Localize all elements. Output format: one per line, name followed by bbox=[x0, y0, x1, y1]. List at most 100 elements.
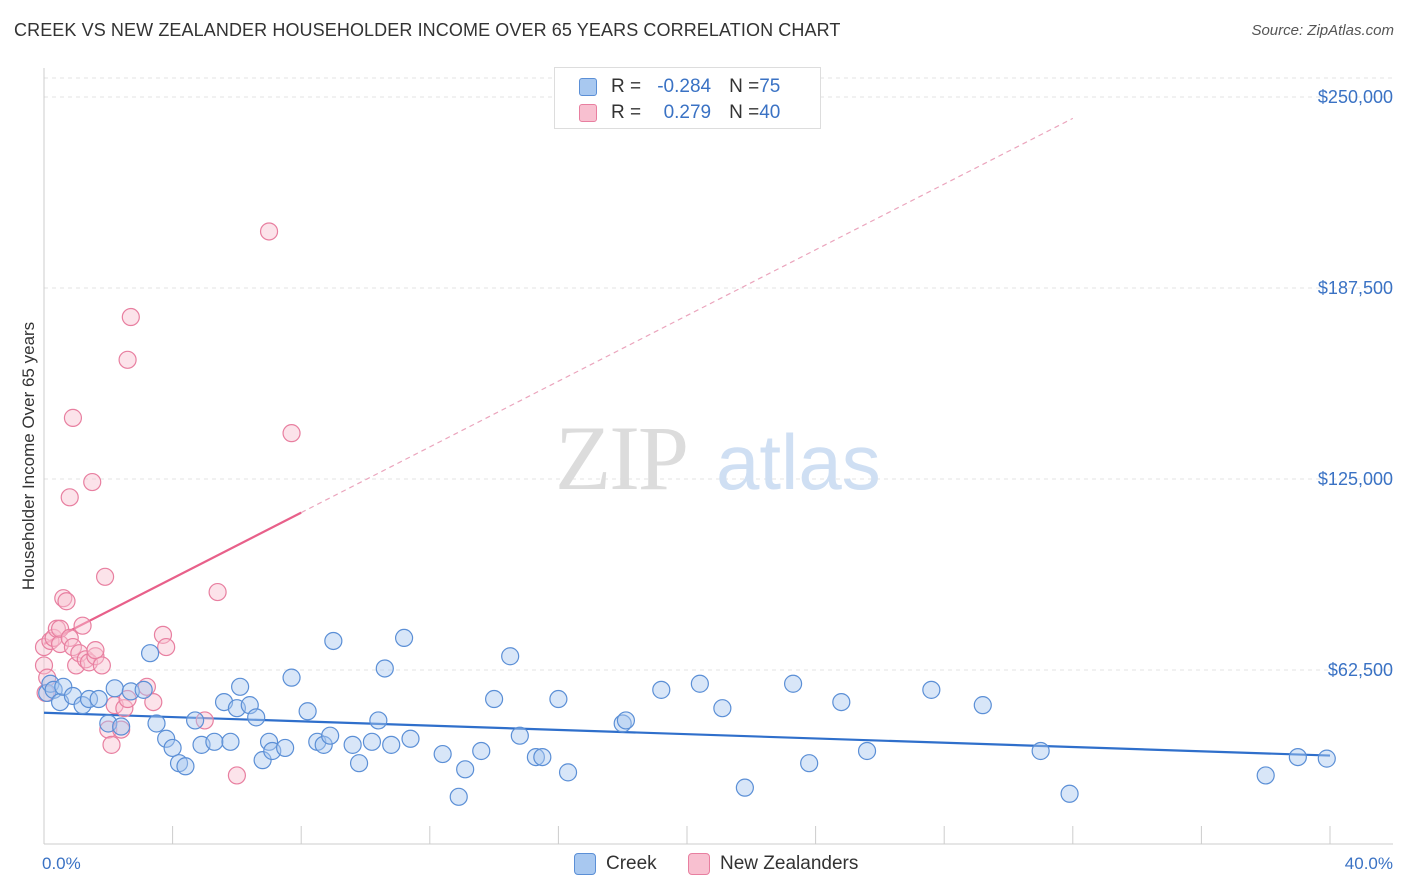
point-creek bbox=[1031, 741, 1050, 761]
point-creek bbox=[163, 738, 182, 758]
legend-r-value: 0.279 bbox=[663, 102, 712, 123]
point-creek bbox=[298, 702, 317, 721]
point-creek bbox=[1256, 766, 1275, 785]
point-creek bbox=[501, 647, 520, 666]
point-creek bbox=[205, 732, 224, 751]
point-creek bbox=[231, 677, 250, 696]
legend-swatch-creek bbox=[579, 78, 597, 96]
trend-line-new-zealanders-extension bbox=[300, 117, 1074, 514]
y-axis-label: Householder Income Over 65 years bbox=[19, 322, 38, 590]
point-creek bbox=[485, 689, 504, 709]
point-creek bbox=[472, 741, 491, 761]
watermark-atlas: atlas bbox=[716, 418, 881, 506]
point-creek bbox=[832, 692, 851, 712]
x-tick-label-min: 0.0% bbox=[42, 854, 81, 873]
point-new-zealanders bbox=[50, 619, 70, 638]
point-creek bbox=[401, 729, 420, 748]
watermark: ZIP atlas bbox=[555, 407, 881, 509]
point-creek bbox=[369, 711, 388, 730]
legend-row-creek: R = -0.284 N = 75 bbox=[579, 75, 780, 99]
point-new-zealanders bbox=[121, 307, 140, 327]
point-new-zealanders bbox=[73, 616, 92, 635]
point-new-zealanders bbox=[95, 567, 115, 586]
point-creek bbox=[394, 628, 414, 648]
point-new-zealanders bbox=[57, 592, 76, 611]
point-creek bbox=[324, 631, 343, 651]
correlation-legend: R = -0.284 N = 75 R = 0.279 N = 40 bbox=[554, 67, 821, 129]
gridlines bbox=[44, 77, 1393, 671]
point-creek bbox=[1317, 749, 1336, 768]
point-creek bbox=[89, 689, 108, 709]
point-new-zealanders bbox=[208, 582, 227, 602]
point-creek bbox=[343, 735, 362, 754]
point-creek bbox=[282, 668, 301, 687]
point-creek bbox=[349, 754, 369, 773]
point-creek bbox=[112, 717, 131, 736]
bottom-legend-new-zealanders: New Zealanders bbox=[688, 851, 858, 877]
legend-r-value: -0.284 bbox=[657, 76, 712, 97]
point-creek bbox=[140, 644, 160, 663]
trend-line-new-zealanders bbox=[43, 511, 302, 646]
trend-lines bbox=[43, 117, 1331, 757]
y-tick-label: $125,000 bbox=[1318, 469, 1393, 489]
point-creek bbox=[783, 674, 803, 693]
point-new-zealanders bbox=[86, 641, 105, 660]
point-creek bbox=[456, 760, 475, 779]
axes bbox=[43, 68, 1393, 845]
point-creek bbox=[186, 711, 205, 730]
point-new-zealanders bbox=[157, 637, 176, 657]
point-creek bbox=[433, 744, 452, 764]
y-tick-label: $250,000 bbox=[1318, 87, 1393, 107]
point-creek bbox=[375, 659, 394, 678]
point-creek bbox=[221, 732, 240, 751]
point-new-zealanders bbox=[54, 589, 73, 608]
watermark-zip: ZIP bbox=[555, 407, 687, 509]
bottom-legend-swatch-creek bbox=[574, 853, 596, 875]
point-creek bbox=[857, 741, 877, 761]
point-new-zealanders bbox=[195, 711, 214, 730]
point-creek bbox=[973, 696, 992, 715]
point-new-zealanders bbox=[60, 488, 79, 507]
point-creek bbox=[314, 735, 333, 754]
point-creek bbox=[652, 680, 671, 699]
data-points bbox=[34, 222, 1336, 806]
y-tick-labels: $62,500 $125,000 $187,500 $250,000 bbox=[1318, 87, 1393, 680]
y-tick-label: $62,500 bbox=[1328, 660, 1393, 680]
y-tick-label: $187,500 bbox=[1318, 278, 1393, 298]
point-new-zealanders bbox=[259, 222, 279, 241]
point-new-zealanders bbox=[282, 424, 301, 443]
point-creek bbox=[247, 708, 266, 727]
point-creek bbox=[321, 726, 340, 745]
point-creek bbox=[147, 714, 166, 733]
point-creek bbox=[713, 699, 732, 718]
point-creek bbox=[690, 674, 709, 693]
point-creek bbox=[79, 689, 99, 709]
point-creek bbox=[549, 689, 568, 709]
point-creek bbox=[176, 757, 195, 776]
point-new-zealanders bbox=[92, 656, 111, 675]
point-creek bbox=[558, 763, 578, 782]
legend-n-value: 40 bbox=[759, 102, 781, 123]
legend-n-value: 75 bbox=[759, 76, 781, 97]
point-creek bbox=[134, 680, 153, 699]
chart-title: CREEK VS NEW ZEALANDER HOUSEHOLDER INCOM… bbox=[14, 20, 841, 40]
point-new-zealanders bbox=[102, 735, 121, 754]
bottom-legend-label-creek: Creek bbox=[606, 853, 657, 874]
legend-n-label: N = bbox=[729, 102, 760, 123]
point-creek bbox=[922, 680, 941, 699]
bottom-legend-label-new-zealanders: New Zealanders bbox=[720, 853, 859, 874]
point-new-zealanders bbox=[63, 408, 83, 427]
point-creek bbox=[510, 726, 529, 745]
point-creek bbox=[54, 677, 73, 696]
legend-r-label: R = bbox=[611, 76, 642, 97]
point-creek bbox=[735, 778, 754, 797]
x-tick-label-max: 40.0% bbox=[1345, 854, 1393, 873]
bottom-legend-swatch-new-zealanders bbox=[688, 853, 710, 875]
trend-line-creek bbox=[43, 711, 1331, 757]
point-new-zealanders bbox=[83, 472, 102, 492]
point-creek bbox=[362, 732, 382, 751]
legend-r-label: R = bbox=[611, 102, 642, 123]
legend-swatch-new-zealanders bbox=[579, 104, 597, 122]
point-creek bbox=[613, 714, 632, 733]
point-creek bbox=[1060, 784, 1079, 803]
